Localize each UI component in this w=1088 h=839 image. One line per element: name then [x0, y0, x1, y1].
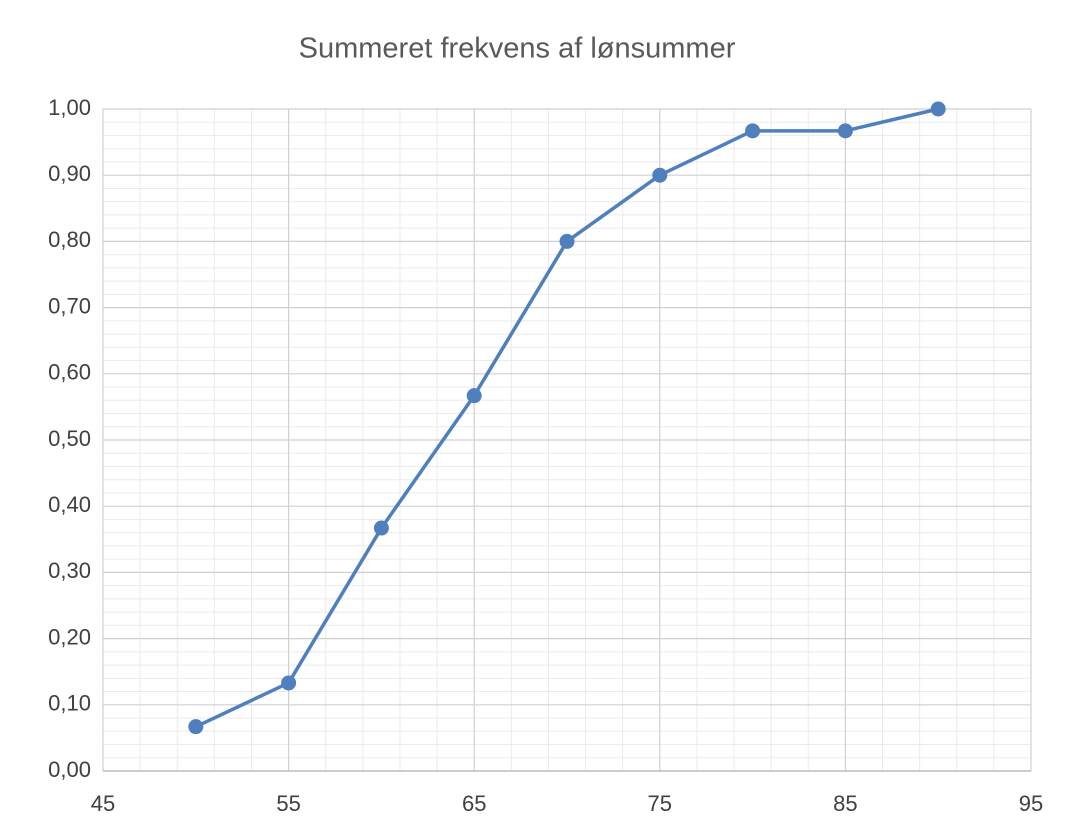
y-tick-label: 0,20	[48, 624, 91, 649]
x-tick-label: 95	[1019, 791, 1043, 816]
y-tick-label: 0,40	[48, 492, 91, 517]
y-tick-label: 0,30	[48, 558, 91, 583]
marker	[373, 520, 389, 536]
y-tick-label: 0,90	[48, 161, 91, 186]
marker	[466, 388, 482, 404]
y-tick-label: 0,60	[48, 360, 91, 385]
x-tick-label: 75	[648, 791, 672, 816]
marker	[652, 167, 668, 183]
marker	[745, 123, 761, 139]
y-tick-label: 0,70	[48, 293, 91, 318]
x-tick-label: 85	[833, 791, 857, 816]
y-tick-label: 1,00	[48, 95, 91, 120]
marker	[559, 233, 575, 249]
marker	[281, 675, 297, 691]
x-tick-label: 45	[91, 791, 115, 816]
y-tick-label: 0,00	[48, 757, 91, 782]
x-tick-label: 55	[276, 791, 300, 816]
y-tick-label: 0,50	[48, 426, 91, 451]
marker	[837, 123, 853, 139]
x-tick-label: 65	[462, 791, 486, 816]
marker	[930, 101, 946, 117]
chart-title: Summeret frekvens af lønsummer	[299, 33, 736, 65]
y-tick-label: 0,10	[48, 691, 91, 716]
marker	[188, 719, 204, 735]
y-tick-label: 0,80	[48, 227, 91, 252]
